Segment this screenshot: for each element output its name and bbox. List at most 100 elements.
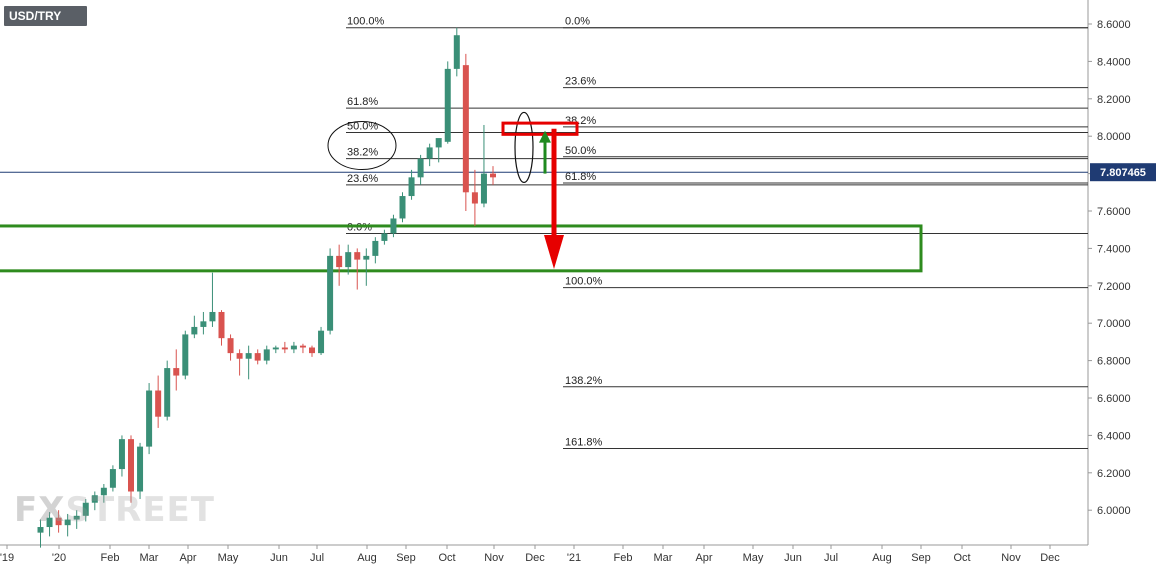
candle-body xyxy=(372,240,379,256)
x-tick-label: '21 xyxy=(567,552,581,564)
candle-body xyxy=(91,495,98,503)
candle-body xyxy=(245,353,252,359)
candle-body xyxy=(155,390,162,417)
candle-body xyxy=(390,218,397,234)
fib-right-level-label: 61.8% xyxy=(565,171,596,183)
candle-body xyxy=(290,345,297,350)
candle-body xyxy=(399,196,406,219)
y-tick-label: 8.6000 xyxy=(1097,19,1131,31)
candle-body xyxy=(73,515,80,520)
last-price-label: 7.807465 xyxy=(1100,167,1146,179)
candle-body xyxy=(363,255,370,260)
support-zone-box xyxy=(0,224,923,273)
fib-left-level-label: 38.2% xyxy=(347,147,378,159)
candle-body xyxy=(82,502,89,516)
x-tick-label: Feb xyxy=(614,552,633,564)
fib-right-level-label: 100.0% xyxy=(565,276,603,288)
candle-body xyxy=(254,353,261,361)
arrow-down-head xyxy=(544,234,564,269)
x-tick-label: '20 xyxy=(52,552,66,564)
candle-body xyxy=(381,233,388,241)
fib-left-level-label: 50.0% xyxy=(347,120,378,132)
candle-body xyxy=(109,469,116,488)
candle-body xyxy=(200,321,207,327)
y-tick-label: 6.0000 xyxy=(1097,505,1131,517)
candle-body xyxy=(218,311,225,339)
candle-body xyxy=(299,345,306,348)
candle-body xyxy=(345,252,352,268)
candle-body xyxy=(100,487,107,496)
y-tick-label: 8.2000 xyxy=(1097,94,1131,106)
candle-body xyxy=(191,326,198,335)
x-tick-label: Nov xyxy=(1001,552,1021,564)
candle-body xyxy=(327,255,334,331)
fib-right-level-label: 161.8% xyxy=(565,436,603,448)
candle-body xyxy=(408,177,415,197)
x-tick-label: Sep xyxy=(396,552,416,564)
x-tick-label: Jun xyxy=(784,552,802,564)
candle-body xyxy=(173,368,180,376)
wick-highlight-oval xyxy=(514,111,534,184)
fib-right-level-label: 23.6% xyxy=(565,76,596,88)
fib-left-level-label: 100.0% xyxy=(347,16,385,28)
x-tick-label: Mar xyxy=(140,552,159,564)
x-tick-label: Aug xyxy=(357,552,377,564)
fib-right-level-label: 38.2% xyxy=(565,115,596,127)
candle-body xyxy=(444,68,451,142)
y-tick-label: 6.2000 xyxy=(1097,468,1131,480)
fxstreet-watermark: FXSTREET xyxy=(14,490,215,530)
x-tick-label: Nov xyxy=(484,552,504,564)
watermark-part1: FX xyxy=(14,490,66,530)
resistance-box xyxy=(501,121,579,136)
fib-left-level-label: 23.6% xyxy=(347,173,378,185)
x-tick-label: Dec xyxy=(525,552,545,564)
candle-body xyxy=(128,439,134,492)
candle-body xyxy=(435,138,442,148)
candle-body xyxy=(318,330,325,354)
x-tick-label: Mar xyxy=(654,552,673,564)
x-tick-label: Dec xyxy=(1040,552,1060,564)
fib-right-level-label: 0.0% xyxy=(565,16,590,28)
y-tick-label: 7.6000 xyxy=(1097,206,1131,218)
candle-body xyxy=(164,368,171,417)
last-price-badge xyxy=(1090,163,1156,182)
candle-body xyxy=(227,338,234,354)
fib-highlight-circle xyxy=(327,121,397,171)
candle-body xyxy=(417,158,424,178)
candle-body xyxy=(336,255,343,268)
candle-body xyxy=(462,65,469,193)
y-tick-label: 7.4000 xyxy=(1097,243,1131,255)
candle-body xyxy=(46,517,53,528)
candle-body xyxy=(236,353,243,359)
watermark-part2: STREET xyxy=(65,490,215,530)
x-tick-label: May xyxy=(218,552,239,564)
y-tick-label: 6.8000 xyxy=(1097,356,1131,368)
candle-body xyxy=(272,347,279,350)
arrow-up-head xyxy=(539,130,551,143)
candle-body xyxy=(309,347,315,354)
x-tick-label: Apr xyxy=(695,552,712,564)
candle-body xyxy=(146,390,153,447)
candle-body xyxy=(490,173,496,178)
x-tick-label: Sep xyxy=(911,552,931,564)
candle-body xyxy=(137,446,144,492)
x-tick-label: Apr xyxy=(179,552,196,564)
x-tick-label: Jun xyxy=(270,552,288,564)
x-tick-label: Oct xyxy=(438,552,455,564)
candle-body xyxy=(209,311,216,322)
candle-body xyxy=(471,192,478,204)
x-tick-label: Aug xyxy=(872,552,892,564)
candle-body xyxy=(281,347,288,350)
fib-right-level-label: 50.0% xyxy=(565,145,596,157)
fib-right-level-label: 138.2% xyxy=(565,375,603,387)
candle-body xyxy=(263,349,270,361)
x-tick-label: May xyxy=(743,552,764,564)
y-tick-label: 6.6000 xyxy=(1097,393,1131,405)
y-tick-label: 6.4000 xyxy=(1097,430,1131,442)
candle-body xyxy=(118,439,125,470)
y-tick-label: 8.0000 xyxy=(1097,131,1131,143)
candle-body xyxy=(182,334,189,376)
ticker-badge[interactable]: USD/TRY xyxy=(4,6,88,26)
